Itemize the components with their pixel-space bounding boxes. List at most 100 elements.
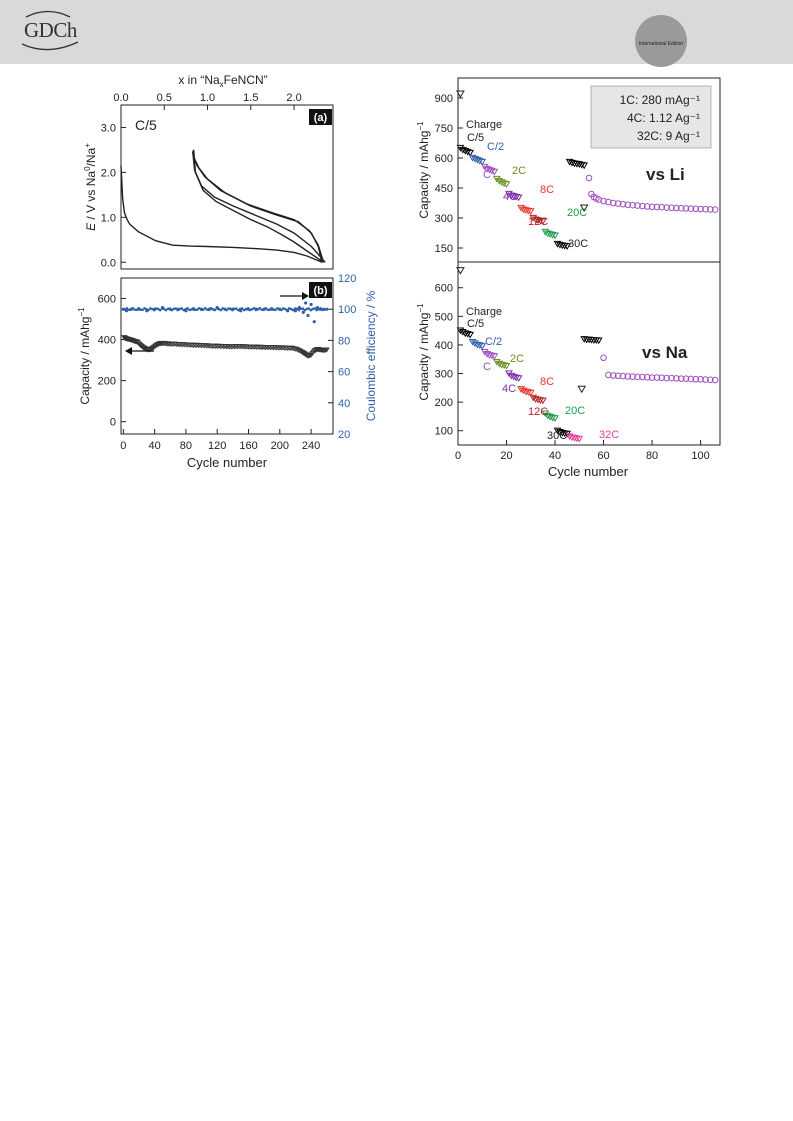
efficiency-point xyxy=(164,308,168,312)
chart-na-x-axis-label: Cycle number xyxy=(548,464,629,479)
rate-point-12c xyxy=(534,217,542,225)
capacity-point xyxy=(226,344,233,350)
capacity-point xyxy=(250,344,257,350)
rate-point-circle xyxy=(609,199,617,207)
page-header: GDCh International Edition xyxy=(0,0,793,67)
rate-point-8c xyxy=(526,389,535,397)
rate-point-4c xyxy=(512,193,521,201)
chart-li-legend-32c: 32C: 9 Ag⁻¹ xyxy=(637,129,700,143)
chart-b-y-right-label: Coulombic efficiency / % xyxy=(364,290,378,421)
efficiency-point xyxy=(264,306,268,310)
efficiency-point xyxy=(211,308,215,311)
arrow-right-head-icon xyxy=(302,292,309,300)
rate-point-c-5 xyxy=(466,149,474,157)
efficiency-point xyxy=(321,308,324,312)
rate-x-tick-label: 60 xyxy=(597,450,609,462)
rate-point-circle xyxy=(643,203,651,210)
rate-point-circle xyxy=(624,373,632,380)
rate-point-circle xyxy=(605,198,612,206)
efficiency-point xyxy=(174,307,178,310)
capacity-point xyxy=(152,343,159,349)
chart-li-legend-1c: 1C: 280 mAg⁻¹ xyxy=(620,93,700,107)
chart-b-y-right-tick-label: 80 xyxy=(338,335,350,347)
efficiency-point xyxy=(317,307,320,311)
chart-b-y-left-label: Capacity / mAhg−1 xyxy=(77,307,92,405)
capacity-point xyxy=(322,347,329,353)
rate-point-4c xyxy=(509,373,518,381)
rate-label: 30C xyxy=(547,430,567,442)
rate-point-circle xyxy=(629,201,636,209)
rate-point-12c xyxy=(539,218,547,226)
efficiency-point xyxy=(285,308,289,312)
rate-point-20c xyxy=(546,231,555,239)
efficiency-point xyxy=(250,307,254,311)
efficiency-point xyxy=(301,310,305,314)
efficiency-point xyxy=(270,306,273,310)
rate-label: C/2 xyxy=(485,336,502,348)
rate-point-circle xyxy=(609,372,617,379)
rate-point-circle xyxy=(677,204,685,212)
efficiency-point xyxy=(237,308,240,312)
rate-point-c xyxy=(483,165,491,173)
efficiency-point xyxy=(291,308,295,312)
chart-a-y-tick-label: 1.0 xyxy=(101,212,116,224)
efficiency-point xyxy=(152,308,156,312)
efficiency-point xyxy=(252,307,256,310)
rate-point-circle xyxy=(619,200,627,208)
rate-point-c-5 xyxy=(461,147,470,155)
rate-point-circle xyxy=(692,375,700,383)
efficiency-point xyxy=(207,308,211,312)
rate-point-c xyxy=(490,168,499,176)
rate-point-32c xyxy=(575,435,584,443)
rate-point-8c xyxy=(519,206,528,214)
rate-point-circle xyxy=(711,206,719,213)
capacity-point xyxy=(283,345,289,351)
rate-label: Charge xyxy=(466,119,502,131)
capacity-point xyxy=(259,344,266,351)
rate-x-tick-label: 100 xyxy=(691,450,709,462)
efficiency-point xyxy=(201,308,205,312)
rate-point-circle xyxy=(600,197,607,205)
rate-point-circle xyxy=(614,200,622,207)
rate-label: 12C xyxy=(528,216,548,228)
rate-label: C xyxy=(483,169,491,181)
rate-label: 2C xyxy=(512,165,526,177)
rate-point-circle xyxy=(697,205,704,213)
chart-li-y-axis-label: Capacity / mAhg−1 xyxy=(416,121,431,219)
efficiency-point xyxy=(186,307,189,310)
edition-badge-text: International Edition xyxy=(638,41,684,47)
rate-point-c xyxy=(480,348,489,356)
efficiency-point xyxy=(260,308,264,312)
rate-point-c-5 xyxy=(463,330,472,338)
efficiency-point xyxy=(195,308,199,311)
chart-b-y-right-tick-label: 40 xyxy=(338,398,350,410)
rate-point-12c xyxy=(529,394,538,402)
efficiency-point xyxy=(184,307,187,311)
capacity-point xyxy=(175,341,181,348)
rate-point-8c xyxy=(524,389,533,396)
rate-point-4c xyxy=(507,372,516,380)
efficiency-point xyxy=(190,308,193,311)
efficiency-point xyxy=(137,306,140,310)
efficiency-point xyxy=(149,307,152,310)
efficiency-point xyxy=(133,308,136,311)
chart-a-top-tick-label: 2.0 xyxy=(286,92,301,104)
rate-point-2c xyxy=(502,181,511,189)
rate-point-30c xyxy=(556,429,564,436)
efficiency-point xyxy=(293,309,298,313)
chart-b-x-tick-label: 200 xyxy=(271,440,289,452)
rate-label: 20C xyxy=(567,207,587,219)
efficiency-point xyxy=(168,307,172,310)
capacity-point xyxy=(122,335,129,342)
efficiency-point xyxy=(139,308,142,311)
efficiency-point xyxy=(297,308,301,312)
capacity-point xyxy=(245,344,252,350)
efficiency-point xyxy=(256,308,260,311)
rate-y-tick-label: 900 xyxy=(435,93,453,105)
efficiency-point xyxy=(248,308,252,312)
chart-b-panel-label: (b) xyxy=(313,285,327,297)
efficiency-point xyxy=(158,308,162,312)
rate-y-tick-label: 300 xyxy=(435,213,453,225)
rate-point-12c xyxy=(534,396,542,404)
rate-point-32c xyxy=(565,433,574,441)
